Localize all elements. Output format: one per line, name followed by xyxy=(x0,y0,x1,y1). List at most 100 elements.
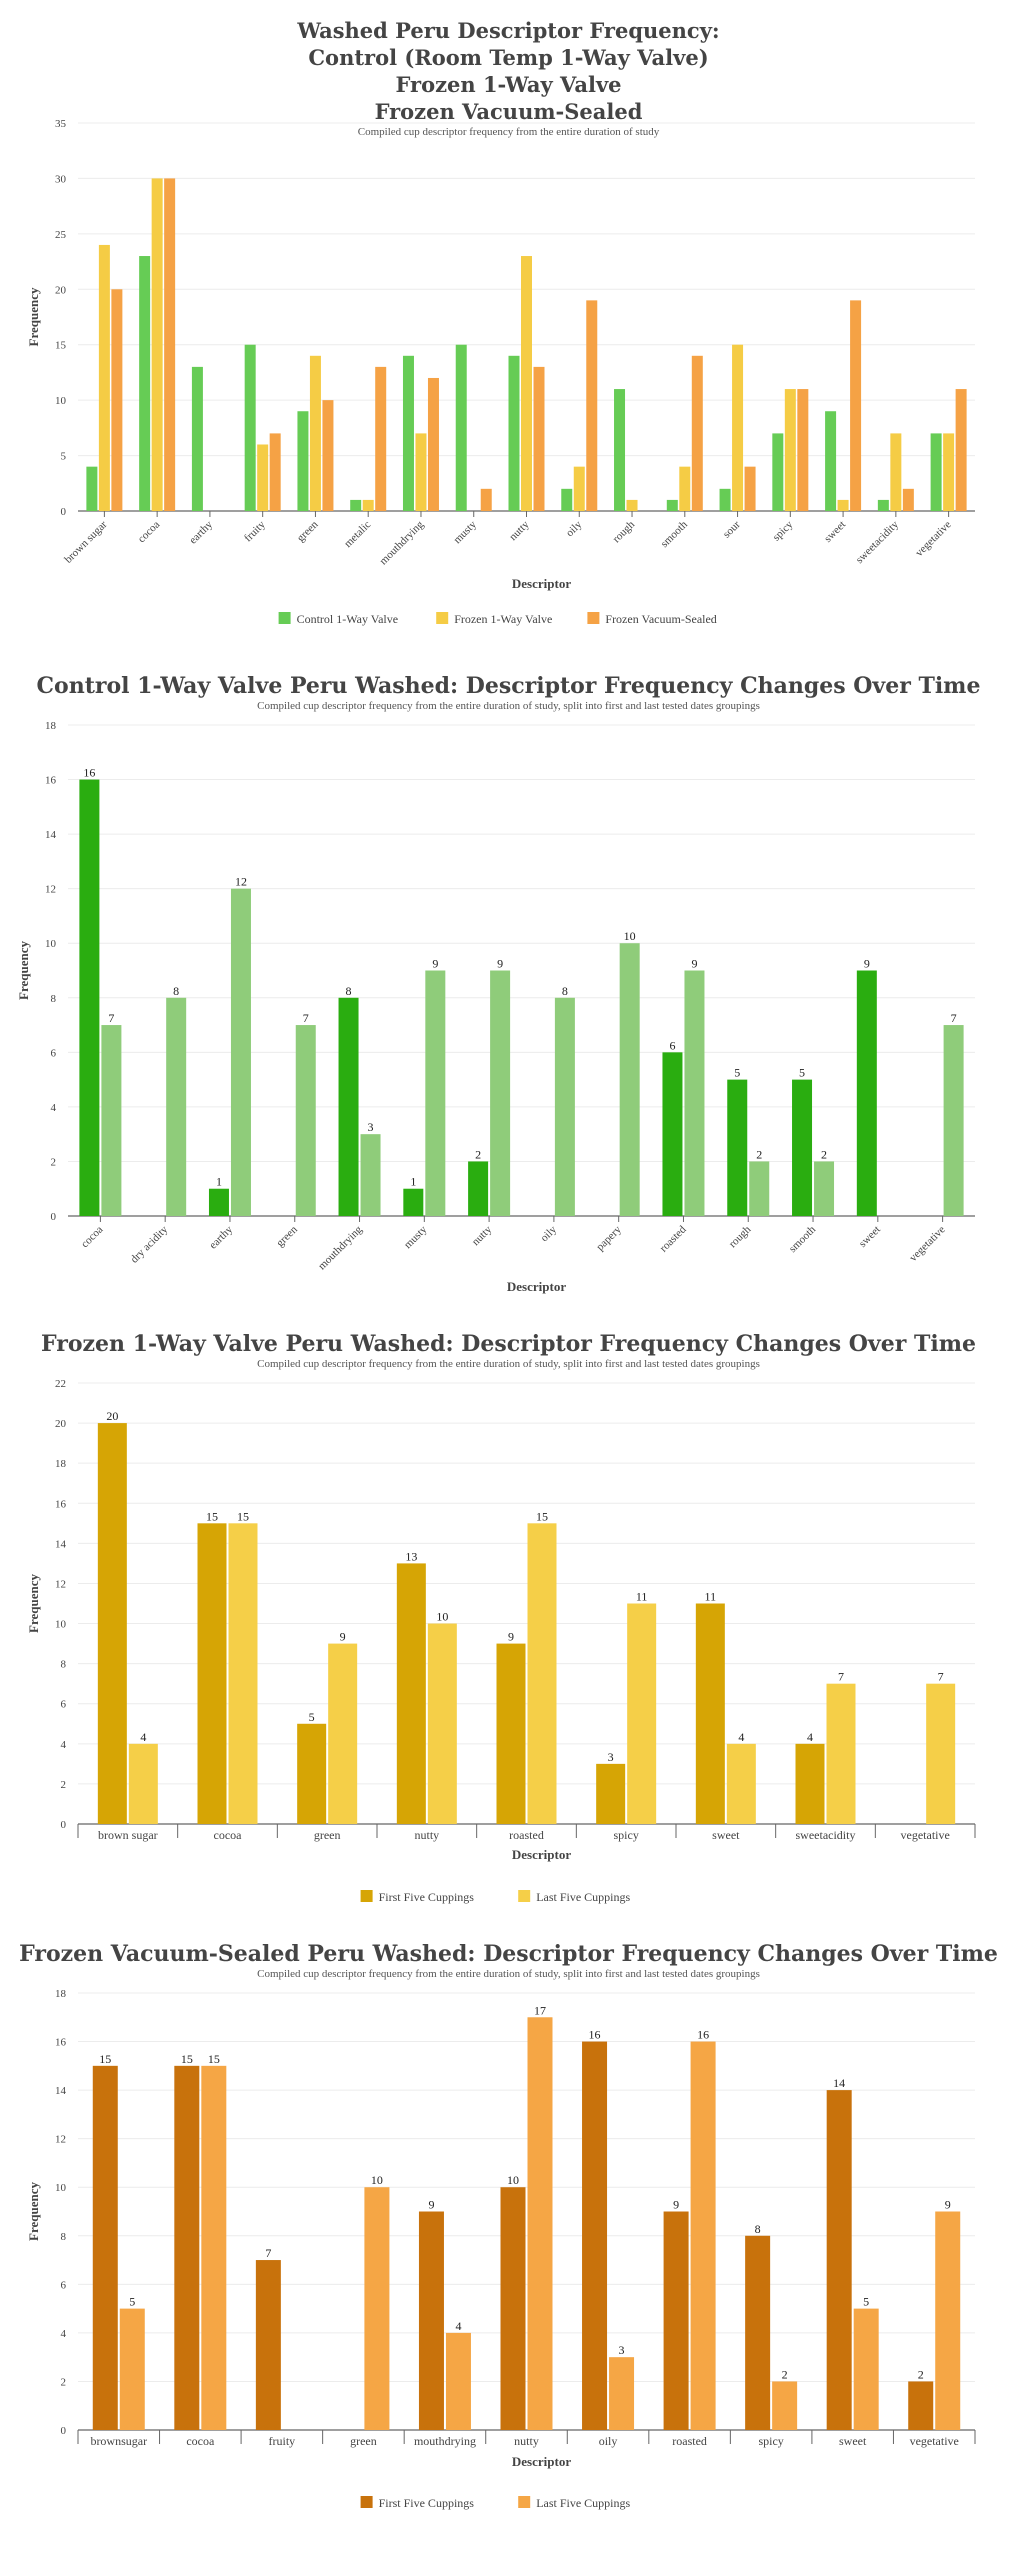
bar xyxy=(663,2211,689,2430)
bar xyxy=(230,888,251,1216)
y-tick-label: 16 xyxy=(45,775,57,787)
x-axis-label: Descriptor xyxy=(512,576,571,591)
bar xyxy=(119,2308,145,2430)
bar xyxy=(527,2017,553,2430)
legend-item: Control 1-Way Valve xyxy=(297,612,398,626)
chart-title-line: Frozen 1-Way Valve Peru Washed: Descript… xyxy=(41,1331,976,1357)
bar xyxy=(228,1523,258,1824)
data-label: 4 xyxy=(455,2319,461,2333)
legend-swatch xyxy=(518,1890,531,1902)
bar xyxy=(309,355,321,511)
bar xyxy=(490,970,511,1216)
bar xyxy=(795,1743,825,1824)
data-label: 9 xyxy=(691,957,697,971)
bar xyxy=(853,2308,879,2430)
bar xyxy=(322,400,334,511)
y-tick-label: 0 xyxy=(61,506,67,518)
legend-swatch xyxy=(360,2496,373,2508)
bar xyxy=(745,2235,771,2430)
chart-subtitle: Compiled cup descriptor frequency from t… xyxy=(257,1358,760,1371)
x-tick-label: green xyxy=(295,518,321,544)
bar xyxy=(445,2332,471,2430)
chart-title-line: Frozen Vacuum-Sealed xyxy=(374,98,643,124)
bar xyxy=(744,466,756,511)
bar xyxy=(97,1423,127,1824)
x-tick-label: vegetative xyxy=(910,2434,959,2448)
data-label: 3 xyxy=(368,1120,374,1134)
data-label: 5 xyxy=(799,1066,805,1080)
data-label: 9 xyxy=(340,1630,346,1644)
x-tick-label: sour xyxy=(721,518,743,540)
data-label: 6 xyxy=(669,1038,675,1052)
bar xyxy=(427,377,439,511)
bar xyxy=(825,411,837,511)
bar xyxy=(455,344,467,511)
bar xyxy=(533,366,545,511)
bar xyxy=(418,2211,444,2430)
chart-descriptor-frequency: Washed Peru Descriptor Frequency: Contro… xyxy=(0,18,1017,638)
x-tick-label: nutty xyxy=(507,518,532,543)
x-tick-label: brown sugar xyxy=(98,1828,158,1842)
bar xyxy=(797,389,809,511)
legend-swatch xyxy=(278,612,291,624)
data-label: 10 xyxy=(624,929,636,943)
x-tick-label: roasted xyxy=(672,2434,707,2448)
bar xyxy=(197,1523,227,1824)
data-label: 1 xyxy=(216,1175,222,1189)
x-tick-label: sweet xyxy=(822,519,848,545)
data-label: 16 xyxy=(697,2028,709,2042)
bar xyxy=(508,355,520,511)
bar xyxy=(425,970,446,1216)
x-tick-label: sweet xyxy=(712,1828,740,1842)
x-tick-label: nutty xyxy=(414,1828,439,1842)
x-tick-label: nutty xyxy=(470,1223,495,1248)
bar xyxy=(943,433,955,511)
data-label: 1 xyxy=(410,1175,416,1189)
y-tick-label: 10 xyxy=(55,395,67,407)
x-tick-label: metalic xyxy=(342,519,373,550)
x-tick-label: sweetacidity xyxy=(796,1828,856,1842)
bar xyxy=(902,488,914,511)
x-tick-label: brown sugar xyxy=(62,518,109,565)
bar xyxy=(295,1025,316,1216)
x-tick-label: cocoa xyxy=(136,519,163,546)
bar xyxy=(166,997,187,1216)
x-tick-label: cocoa xyxy=(186,2434,215,2448)
data-label: 9 xyxy=(945,2198,951,2212)
y-axis-label: Frequency xyxy=(26,1574,41,1633)
bar xyxy=(691,355,703,511)
y-tick-label: 8 xyxy=(61,1659,67,1671)
bar xyxy=(826,1683,856,1824)
bar xyxy=(297,1723,327,1824)
data-label: 10 xyxy=(371,2173,383,2187)
chart-plot: 0 5 10 15 20 25 30 35 Frequency brown sugar cocoa e… xyxy=(26,118,975,626)
data-label: 17 xyxy=(534,2003,546,2017)
data-label: 9 xyxy=(508,1630,514,1644)
legend-item: Frozen 1-Way Valve xyxy=(454,612,552,626)
x-tick-label: green xyxy=(274,1223,300,1249)
x-tick-label: fruity xyxy=(269,2434,296,2448)
y-tick-label: 25 xyxy=(55,229,67,241)
data-label: 3 xyxy=(619,2343,625,2357)
chart-title-line: Control (Room Temp 1-Way Valve) xyxy=(308,44,709,70)
y-tick-label: 0 xyxy=(61,2425,67,2437)
data-label: 10 xyxy=(507,2173,519,2187)
legend-swatch xyxy=(436,612,449,624)
x-axis-label: Descriptor xyxy=(512,2454,571,2469)
y-tick-label: 6 xyxy=(51,1047,57,1059)
bar xyxy=(619,943,640,1216)
legend-item: First Five Cuppings xyxy=(379,2496,475,2510)
bar xyxy=(98,244,110,511)
data-label: 16 xyxy=(83,766,95,780)
y-axis-label: Frequency xyxy=(26,2182,41,2241)
bar xyxy=(596,1763,626,1824)
data-label: 8 xyxy=(755,2222,761,2236)
x-tick-label: roasted xyxy=(509,1828,544,1842)
data-label: 8 xyxy=(173,984,179,998)
bar xyxy=(586,300,598,511)
bar xyxy=(856,970,877,1216)
bar xyxy=(662,1052,683,1216)
data-label: 15 xyxy=(206,1509,218,1523)
y-tick-label: 16 xyxy=(55,1498,67,1510)
chart-control-changes: Control 1-Way Valve Peru Washed: Descrip… xyxy=(0,672,1017,1302)
